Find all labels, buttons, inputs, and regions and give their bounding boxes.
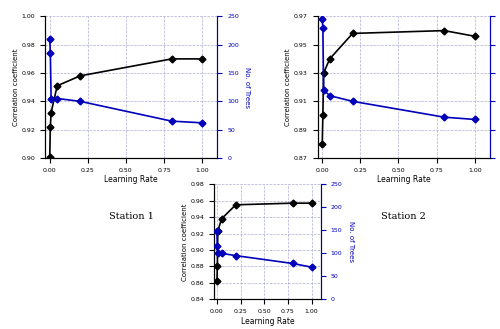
Y-axis label: Correlation coefficient: Correlation coefficient (12, 48, 18, 126)
Text: Station 1: Station 1 (109, 212, 154, 221)
X-axis label: Learning Rate: Learning Rate (104, 175, 158, 185)
Text: Station 2: Station 2 (382, 212, 426, 221)
Y-axis label: No. of Trees: No. of Trees (348, 221, 354, 262)
X-axis label: Learning Rate: Learning Rate (377, 175, 430, 185)
Y-axis label: Correlation coefficient: Correlation coefficient (182, 203, 188, 281)
X-axis label: Learning Rate: Learning Rate (240, 317, 294, 326)
Y-axis label: No. of Trees: No. of Trees (244, 67, 250, 108)
Y-axis label: Correlation coefficient: Correlation coefficient (285, 48, 291, 126)
